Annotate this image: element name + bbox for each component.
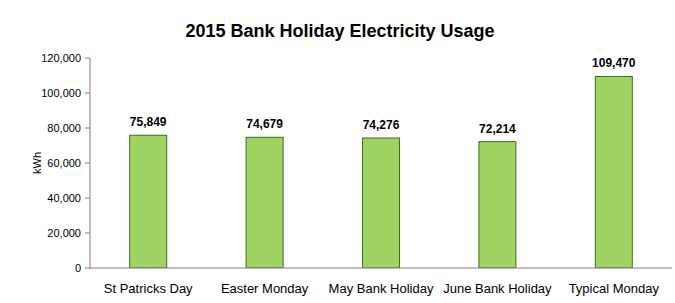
y-tick bbox=[85, 128, 90, 129]
data-label: 109,470 bbox=[592, 56, 636, 70]
y-tick-label: 40,000 bbox=[47, 192, 81, 204]
bar bbox=[479, 142, 516, 268]
y-tick-label: 20,000 bbox=[47, 227, 81, 239]
y-tick bbox=[85, 268, 90, 269]
x-tick-label: Typical Monday bbox=[569, 281, 660, 296]
y-tick-label: 60,000 bbox=[47, 157, 81, 169]
chart-container: 2015 Bank Holiday Electricity Usage kWh 0 2… bbox=[0, 0, 675, 303]
x-axis-line bbox=[90, 268, 672, 269]
x-tick-label: June Bank Holiday bbox=[443, 281, 552, 296]
x-tick-label: Easter Monday bbox=[221, 281, 309, 296]
y-tick-label: 120,000 bbox=[41, 52, 81, 64]
data-label: 74,679 bbox=[246, 117, 283, 131]
bars bbox=[130, 76, 633, 268]
bar bbox=[130, 135, 167, 268]
y-tick bbox=[85, 58, 90, 59]
y-tick-label: 100,000 bbox=[41, 87, 81, 99]
bar bbox=[246, 137, 283, 268]
x-tick-label: May Bank Holiday bbox=[329, 281, 434, 296]
y-tick bbox=[85, 163, 90, 164]
y-tick bbox=[85, 198, 90, 199]
chart-title: 2015 Bank Holiday Electricity Usage bbox=[185, 21, 494, 41]
data-label: 74,276 bbox=[363, 118, 400, 132]
data-label: 72,214 bbox=[479, 122, 516, 136]
y-tick-label: 0 bbox=[75, 262, 81, 274]
bar bbox=[363, 138, 400, 268]
y-axis-label: kWh bbox=[31, 152, 43, 174]
y-tick bbox=[85, 93, 90, 94]
data-label: 75,849 bbox=[130, 115, 167, 129]
y-tick bbox=[85, 233, 90, 234]
y-tick-label: 80,000 bbox=[47, 122, 81, 134]
bar bbox=[595, 76, 632, 268]
chart-svg: 2015 Bank Holiday Electricity Usage kWh 0 2… bbox=[0, 0, 675, 303]
x-tick-label: St Patricks Day bbox=[104, 281, 193, 296]
